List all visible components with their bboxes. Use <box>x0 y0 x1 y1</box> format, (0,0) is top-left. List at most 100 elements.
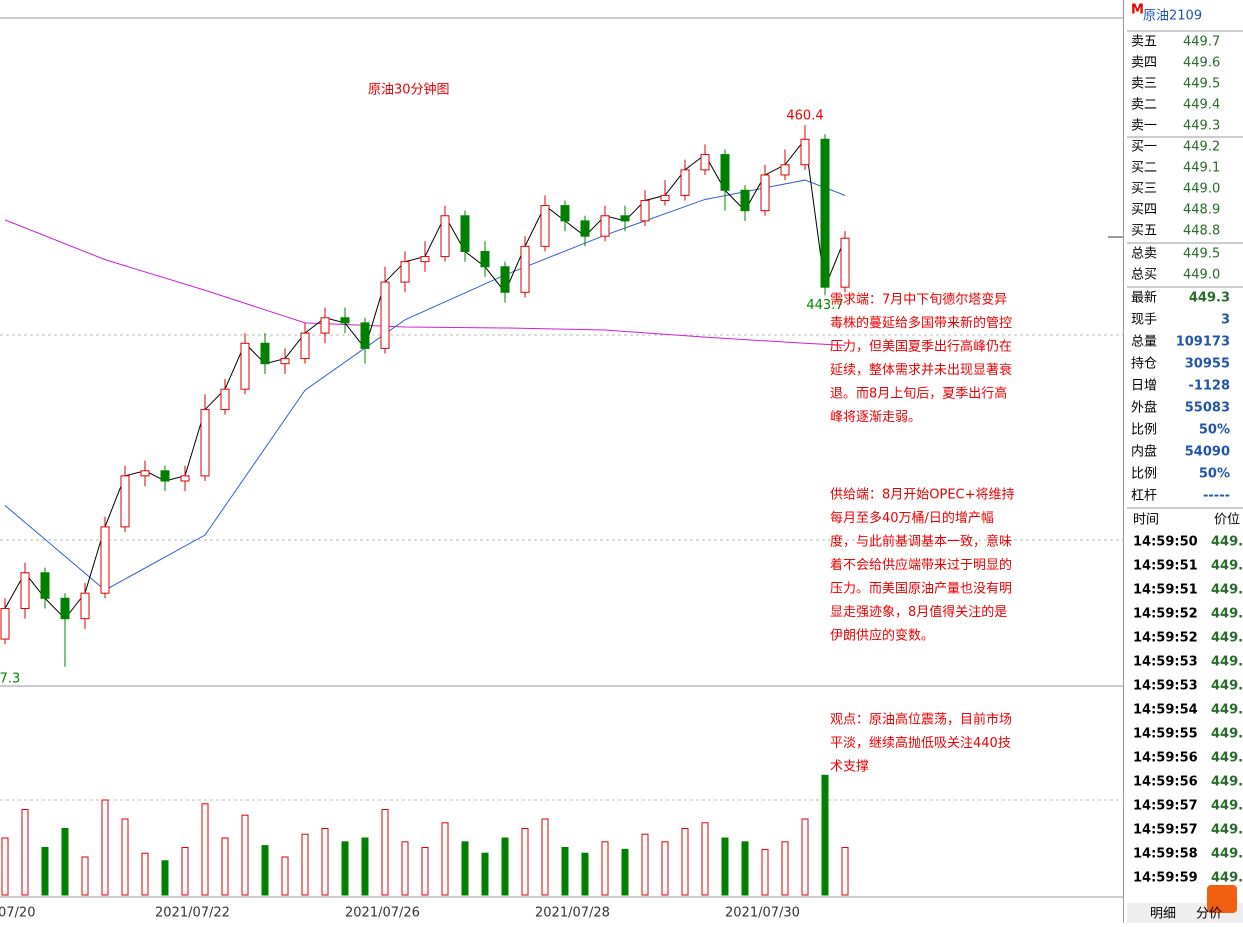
trade-price: 449.3 <box>1211 823 1243 838</box>
candle-body <box>600 215 610 237</box>
volume-bar <box>461 841 469 896</box>
date-label: 2021/07/30 <box>725 906 800 921</box>
trade-price: 449.3 <box>1211 847 1243 862</box>
volume-bar <box>421 847 429 896</box>
candle-body <box>560 205 570 222</box>
book-label: 买四 <box>1131 203 1157 218</box>
stat-value: -1128 <box>1188 379 1230 394</box>
note-line: 着不会给供应端带来过于明显的 <box>830 557 1012 573</box>
candle-body <box>40 572 50 599</box>
trade-time: 14:59:57 <box>1133 823 1198 838</box>
stat-value: 449.3 <box>1189 291 1230 306</box>
note-line: 显走强迹象，8月值得关注的是 <box>830 604 1007 620</box>
candle-body <box>60 597 70 620</box>
book-price: 449.4 <box>1183 98 1220 113</box>
trade-time: 14:59:55 <box>1133 727 1198 742</box>
candle-body <box>140 470 150 477</box>
volume-bar <box>21 809 29 896</box>
note-line: 压力。而美国原油产量也没有明 <box>830 582 1012 597</box>
volume-bar <box>381 809 389 896</box>
trade-time: 14:59:53 <box>1133 655 1198 670</box>
stat-value: 50% <box>1199 467 1230 482</box>
trade-price: 449.4 <box>1211 655 1243 670</box>
volume-bar <box>221 837 229 896</box>
stat-value: 3 <box>1221 313 1230 328</box>
trade-price: 449.4 <box>1211 631 1243 646</box>
book-price: 449.2 <box>1183 140 1220 155</box>
trade-time: 14:59:53 <box>1133 679 1198 694</box>
volume-bar <box>261 845 269 896</box>
volume-bar <box>181 847 189 896</box>
candle-body <box>200 409 210 477</box>
note-line: 供给端：8月开始OPEC+将维持 <box>830 488 1015 503</box>
trade-time: 14:59:59 <box>1133 871 1198 886</box>
volume-bar <box>561 847 569 896</box>
stat-value: 54090 <box>1185 445 1230 460</box>
note-line: 每月至多40万桶/日的增产幅 <box>830 510 994 526</box>
trade-time: 14:59:57 <box>1133 799 1198 814</box>
candle-body <box>780 164 790 176</box>
stat-label: 比例 <box>1131 423 1157 438</box>
trade-header: 时间 <box>1133 513 1159 528</box>
tab[interactable]: 分价 <box>1196 907 1222 922</box>
logo <box>1207 885 1237 913</box>
volume-bar <box>161 860 169 896</box>
volume-bar <box>661 841 669 896</box>
book-label: 买五 <box>1131 224 1157 239</box>
total-value: 449.5 <box>1183 247 1220 262</box>
note-line: 延续，整体需求并未出现显著衰 <box>830 362 1012 378</box>
candle-body <box>540 205 550 247</box>
note-line: 度，与此前基调基本一致，意味 <box>830 534 1012 550</box>
candle-body <box>100 526 110 594</box>
book-label: 卖四 <box>1131 56 1157 71</box>
trade-time: 14:59:58 <box>1133 847 1198 862</box>
note-line: 术支撑 <box>830 760 869 775</box>
candle-body <box>400 261 410 283</box>
trade-price: 449.4 <box>1211 607 1243 622</box>
stat-value: 50% <box>1199 423 1230 438</box>
date-label: 07/20 <box>0 906 35 921</box>
book-label: 买三 <box>1131 182 1157 197</box>
candle-body <box>740 189 750 212</box>
book-price: 449.5 <box>1183 77 1220 92</box>
candle-body <box>420 256 430 263</box>
note-line: 毒株的蔓延给多国带来新的管控 <box>830 315 1012 331</box>
moving-average <box>4 179 846 591</box>
volume-bar <box>581 852 589 896</box>
tab[interactable]: 明细 <box>1150 907 1176 922</box>
volume-bar <box>321 828 329 896</box>
volume-bar <box>81 856 89 896</box>
volume-bar <box>281 856 289 896</box>
volume-bar <box>841 847 849 896</box>
stat-label: 内盘 <box>1131 444 1157 460</box>
volume-bar <box>141 852 149 896</box>
volume-bar <box>641 833 649 896</box>
market-icon: M <box>1131 3 1144 18</box>
stat-label: 总量 <box>1131 335 1157 350</box>
volume-bar <box>541 818 549 896</box>
total-label: 总买 <box>1131 268 1157 283</box>
high-label: 460.4 <box>786 109 823 124</box>
candle-body <box>820 138 830 288</box>
volume-bar <box>121 818 129 896</box>
candle-body <box>180 475 190 482</box>
volume-bar <box>821 774 829 896</box>
candle-body <box>20 572 30 609</box>
trade-time: 14:59:52 <box>1133 631 1198 646</box>
candle-body <box>320 317 330 334</box>
quote-header <box>1127 0 1243 30</box>
total-label: 总卖 <box>1131 247 1157 262</box>
trade-time: 14:59:50 <box>1133 535 1198 550</box>
volume-bar <box>681 828 689 896</box>
candle-body <box>440 215 450 258</box>
volume-bar <box>521 828 529 896</box>
candle-body <box>580 220 590 237</box>
volume-bar <box>801 818 809 896</box>
candle-body <box>0 607 10 640</box>
candle-body <box>720 154 730 191</box>
volume-bar <box>441 822 449 896</box>
book-price: 449.6 <box>1183 56 1220 71</box>
trade-time: 14:59:52 <box>1133 607 1198 622</box>
